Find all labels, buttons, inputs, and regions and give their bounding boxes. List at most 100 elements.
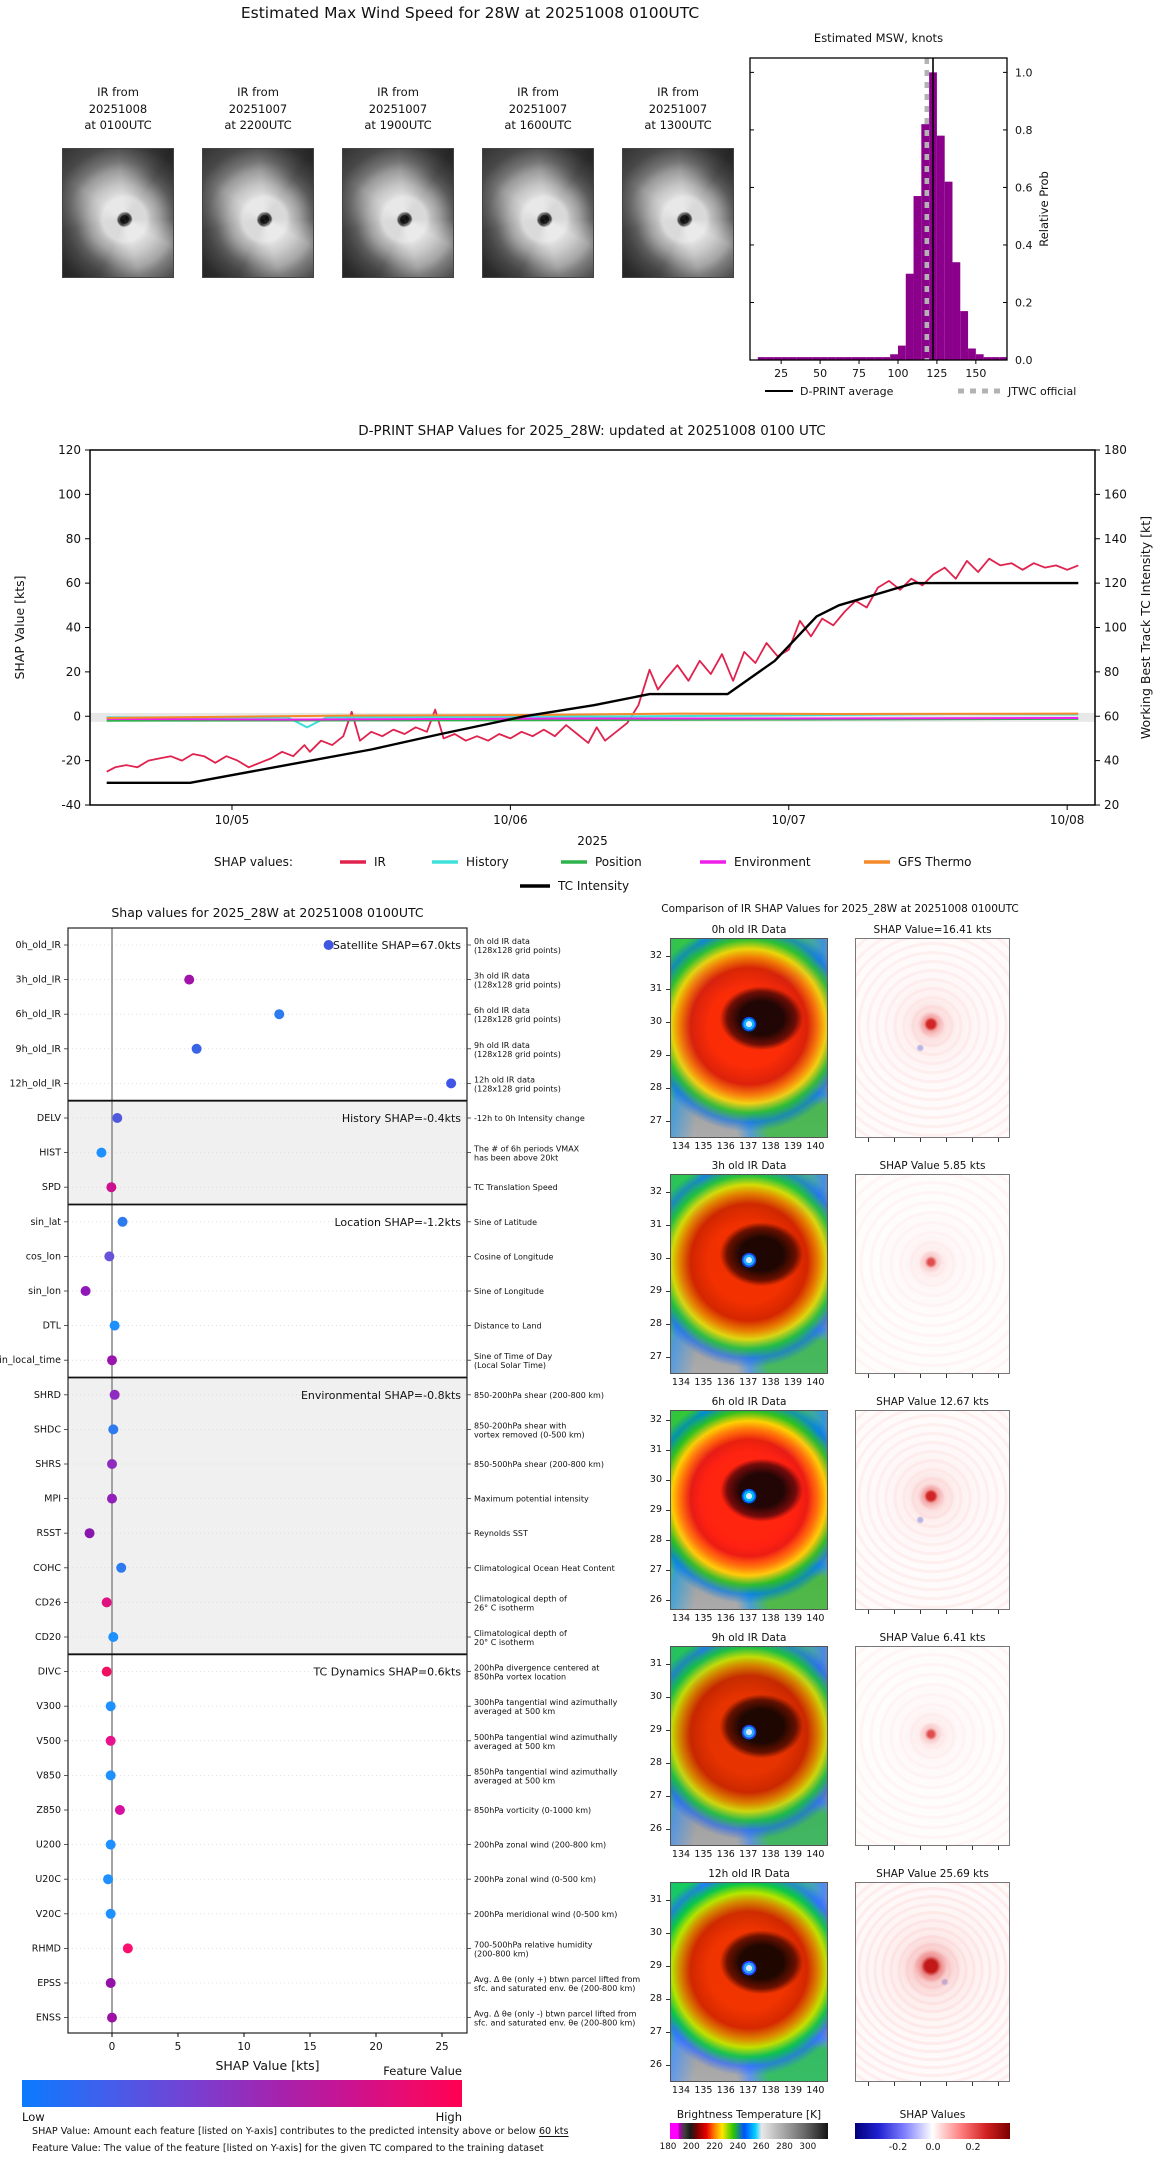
shap-axis-tick-mark	[894, 1846, 895, 1850]
shap-dot-6h_old_IR	[274, 1009, 285, 1020]
lon-tick-label: 140	[806, 2085, 825, 2096]
shap-dot-V500	[105, 1735, 116, 1746]
lon-tick-label: 139	[783, 2085, 803, 2096]
svg-text:SHAP values:: SHAP values:	[214, 855, 293, 869]
svg-text:120: 120	[58, 443, 81, 457]
ir-thumb-image	[622, 148, 734, 278]
svg-text:0.6: 0.6	[1015, 181, 1033, 194]
svg-text:History SHAP=-0.4kts: History SHAP=-0.4kts	[342, 1112, 461, 1125]
svg-text:(128x128 grid points): (128x128 grid points)	[474, 1015, 561, 1024]
svg-text:GFS Thermo: GFS Thermo	[898, 855, 972, 869]
lon-tick-label: 137	[739, 1141, 758, 1152]
svg-text:sin_lon: sin_lon	[28, 1286, 61, 1297]
shap-dot-DIVC	[101, 1666, 112, 1677]
svg-text:JTWC official: JTWC official	[1007, 385, 1076, 398]
svg-text:Z850: Z850	[36, 1805, 61, 1816]
svg-text:Sine of Time of Day: Sine of Time of Day	[474, 1352, 553, 1361]
svg-text:75: 75	[852, 367, 866, 380]
svg-text:V300: V300	[36, 1701, 61, 1712]
svg-text:9h old IR data: 9h old IR data	[474, 1041, 530, 1050]
svg-text:40: 40	[1104, 754, 1119, 768]
bt-colorbar-tick: 300	[799, 2142, 817, 2152]
ir-thumb-image	[342, 148, 454, 278]
svg-text:DELV: DELV	[37, 1113, 62, 1124]
shap-axis-tick-mark	[920, 2082, 921, 2086]
shap-panel-title: SHAP Value=16.41 kts	[873, 924, 992, 936]
shap-panel-title: SHAP Value 25.69 kts	[876, 1868, 989, 1880]
lon-tick-label: 140	[806, 1849, 825, 1860]
svg-text:SHRS: SHRS	[35, 1459, 61, 1470]
svg-text:0: 0	[109, 2041, 116, 2053]
svg-text:sin_lat: sin_lat	[30, 1217, 61, 1228]
svg-text:850-200hPa shear (200-800 km): 850-200hPa shear (200-800 km)	[474, 1391, 604, 1400]
svg-text:sfc. and saturated env. θe (20: sfc. and saturated env. θe (200-800 km)	[474, 2019, 635, 2028]
series-environment	[106, 717, 1079, 721]
shap-axis-tick-mark	[998, 1138, 999, 1142]
shap-axis-tick-mark	[998, 1846, 999, 1850]
svg-text:0.2: 0.2	[1015, 296, 1033, 309]
lon-tick-label: 136	[716, 2085, 735, 2096]
svg-text:Avg. Δ θe (only +) btwn parcel: Avg. Δ θe (only +) btwn parcel lifted fr…	[474, 1975, 640, 1984]
svg-text:Maximum potential intensity: Maximum potential intensity	[474, 1495, 589, 1504]
svg-text:V20C: V20C	[36, 1909, 62, 1920]
svg-text:RHMD: RHMD	[32, 1943, 61, 1954]
shap-panel-image	[855, 1882, 1010, 2082]
series-tc-intensity	[106, 581, 1079, 784]
shap-panel-image	[855, 1646, 1010, 1846]
shap-dot-cos_lon	[104, 1251, 115, 1262]
svg-text:100: 100	[887, 367, 908, 380]
svg-text:Location SHAP=-1.2kts: Location SHAP=-1.2kts	[334, 1216, 461, 1229]
shap-feature-dot-plot: Shap values for 2025_28W at 20251008 010…	[0, 905, 640, 2073]
svg-text:D-PRINT SHAP Values for 2025_2: D-PRINT SHAP Values for 2025_28W: update…	[358, 423, 825, 439]
shap-dot-SHRD	[109, 1389, 120, 1400]
feature-value-low-label: Low	[22, 2110, 45, 2124]
svg-text:sfc. and saturated env. θe (20: sfc. and saturated env. θe (200-800 km)	[474, 1984, 635, 1993]
lon-tick-label: 137	[739, 2085, 758, 2096]
svg-text:has been above 20kt: has been above 20kt	[474, 1154, 558, 1163]
footnote-shap-value: SHAP Value: Amount each feature [listed …	[32, 2126, 569, 2137]
svg-text:20: 20	[369, 2041, 382, 2053]
svg-text:Climatological depth of: Climatological depth of	[474, 1594, 567, 1603]
shap-dot-CD20	[108, 1632, 119, 1642]
shap-dot-9h_old_IR	[191, 1043, 202, 1054]
svg-text:20: 20	[66, 665, 81, 679]
svg-text:(128x128 grid points): (128x128 grid points)	[474, 1050, 561, 1059]
lon-tick-label: 136	[716, 1849, 735, 1860]
svg-text:The # of 6h periods VMAX: The # of 6h periods VMAX	[473, 1145, 580, 1154]
shap-axis-tick-mark	[972, 1610, 973, 1614]
lon-tick-label: 136	[716, 1141, 735, 1152]
svg-text:sin_local_time: sin_local_time	[0, 1355, 61, 1366]
shap-dot-Z850	[114, 1805, 125, 1815]
shap-axis-tick-mark	[998, 1374, 999, 1378]
svg-text:IR: IR	[374, 855, 386, 869]
svg-text:25: 25	[435, 2041, 448, 2053]
shap-axis-tick-mark	[972, 1138, 973, 1142]
shap-axis-tick-mark	[972, 1374, 973, 1378]
svg-text:850hPa vorticity (0-1000 km): 850hPa vorticity (0-1000 km)	[474, 1806, 591, 1815]
svg-text:0.8: 0.8	[1015, 124, 1033, 137]
lon-tick-label: 138	[761, 1849, 780, 1860]
svg-text:(128x128 grid points): (128x128 grid points)	[474, 1084, 561, 1093]
shap-dot-3h_old_IR	[184, 974, 195, 985]
svg-text:180: 180	[1104, 443, 1127, 457]
svg-text:60: 60	[66, 576, 81, 590]
shap-axis-tick-mark	[920, 1138, 921, 1142]
svg-text:HIST: HIST	[39, 1148, 61, 1159]
shap-dot-RSST	[84, 1528, 95, 1539]
shap-axis-tick-mark	[868, 2082, 869, 2086]
svg-text:100: 100	[58, 487, 81, 501]
ir-thumb-label: IR from 20251007 at 1600UTC	[504, 85, 572, 133]
bt-colorbar-tick: 240	[729, 2142, 747, 2152]
shap-axis-tick-mark	[894, 1374, 895, 1378]
svg-text:Relative Prob: Relative Prob	[1037, 171, 1051, 247]
group-bg-environmental	[68, 1377, 467, 1655]
svg-text:0h old IR data: 0h old IR data	[474, 937, 530, 946]
svg-text:V850: V850	[36, 1770, 61, 1781]
ir-thumb-image	[62, 148, 174, 278]
svg-text:700-500hPa relative humidity: 700-500hPa relative humidity	[474, 1940, 593, 1949]
lon-tick-label: 136	[716, 1613, 735, 1624]
shap-axis-tick-mark	[946, 1610, 947, 1614]
svg-text:80: 80	[1104, 665, 1119, 679]
hist-bars	[757, 72, 1007, 361]
